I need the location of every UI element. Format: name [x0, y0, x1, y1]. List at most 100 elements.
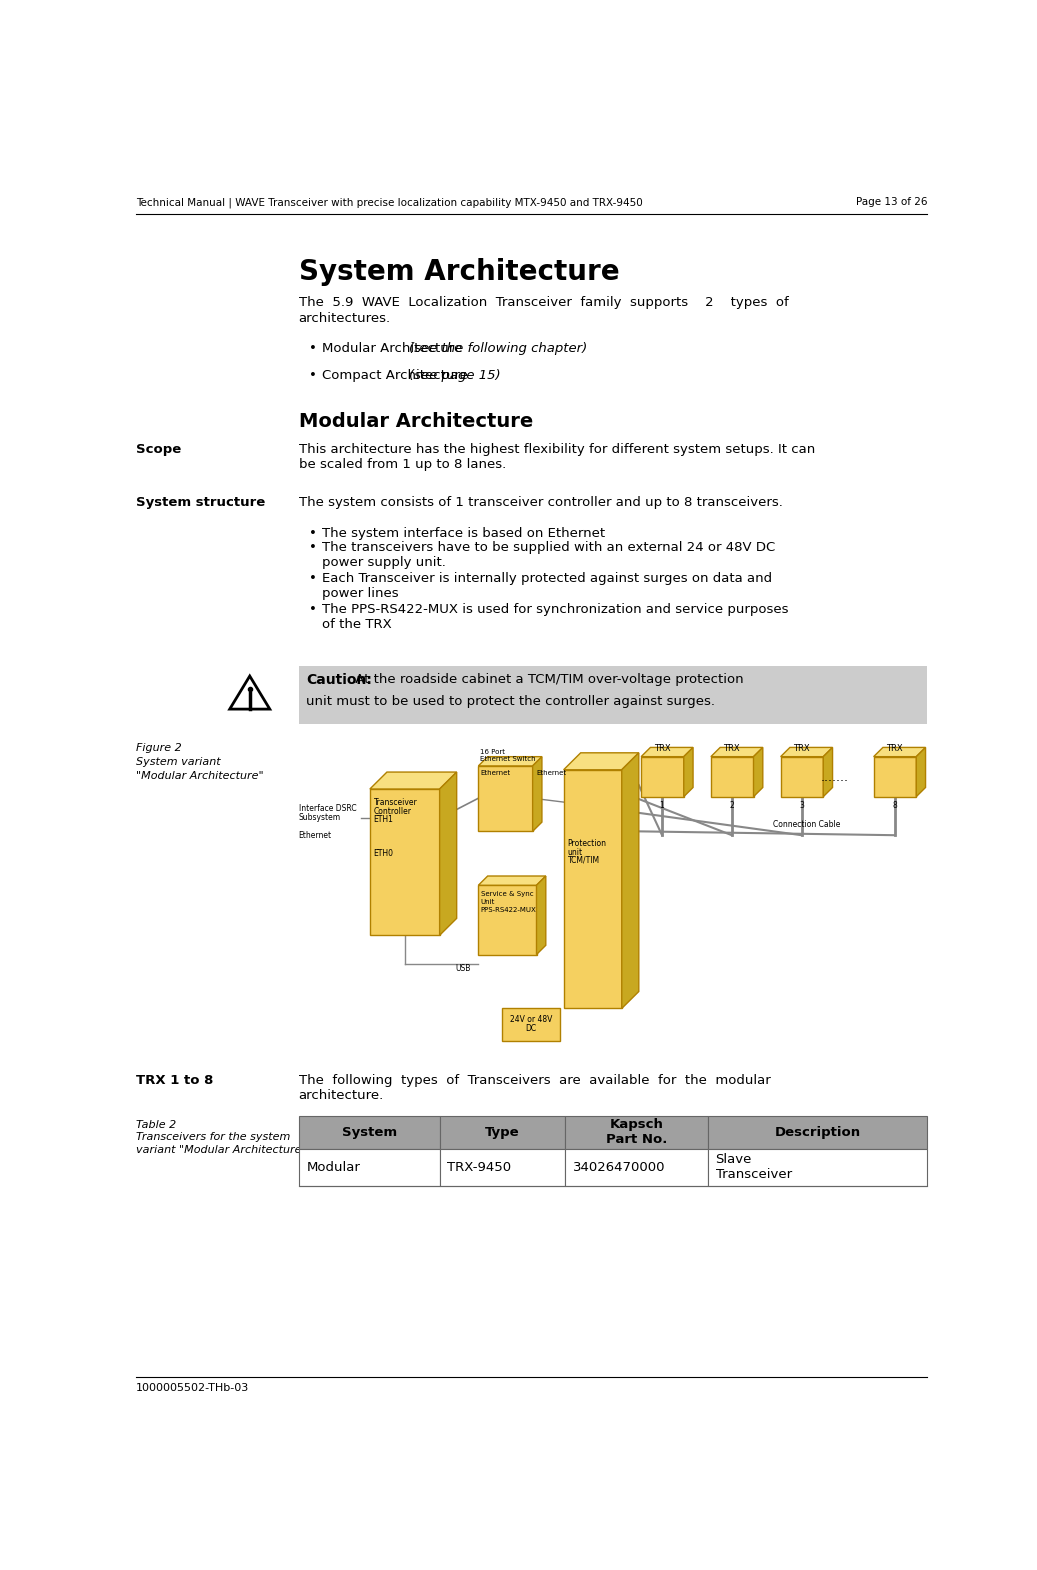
Text: 1: 1: [660, 801, 665, 810]
Text: ETH1: ETH1: [373, 815, 394, 824]
Polygon shape: [533, 757, 542, 832]
Text: •: •: [309, 603, 317, 615]
Text: TCM/TIM: TCM/TIM: [567, 856, 599, 865]
Polygon shape: [478, 876, 545, 885]
Text: TRX 1 to 8: TRX 1 to 8: [136, 1074, 214, 1086]
Text: unit must to be used to protect the controller against surges.: unit must to be used to protect the cont…: [306, 696, 716, 708]
FancyBboxPatch shape: [478, 766, 533, 832]
Text: Slave
Transceiver: Slave Transceiver: [716, 1152, 791, 1181]
Text: (see page 15): (see page 15): [409, 369, 500, 383]
Text: Type: Type: [485, 1126, 520, 1138]
Polygon shape: [230, 677, 270, 710]
Text: 2: 2: [729, 801, 734, 810]
Text: Modular Architecture: Modular Architecture: [321, 342, 467, 355]
Text: The  following  types  of  Transceivers  are  available  for  the  modular: The following types of Transceivers are …: [299, 1074, 770, 1086]
Text: TRX: TRX: [887, 744, 903, 754]
Text: Transceiver: Transceiver: [373, 798, 418, 807]
Text: •: •: [309, 528, 317, 540]
Text: DC: DC: [525, 1024, 536, 1033]
FancyBboxPatch shape: [565, 1149, 708, 1185]
Text: •: •: [309, 369, 317, 383]
FancyBboxPatch shape: [711, 757, 754, 796]
Text: This architecture has the highest flexibility for different system setups. It ca: This architecture has the highest flexib…: [299, 443, 815, 455]
FancyBboxPatch shape: [565, 1116, 708, 1149]
Text: variant "Modular Architecture": variant "Modular Architecture": [136, 1145, 307, 1156]
Text: Controller: Controller: [373, 807, 412, 816]
Text: Scope: Scope: [136, 443, 181, 455]
Polygon shape: [478, 757, 542, 766]
Text: Unit: Unit: [481, 900, 495, 906]
Text: TRX: TRX: [724, 744, 740, 754]
Text: 3: 3: [800, 801, 804, 810]
Text: 16 Port: 16 Port: [480, 749, 505, 755]
Text: 34026470000: 34026470000: [572, 1160, 666, 1173]
Text: The system consists of 1 transceiver controller and up to 8 transceivers.: The system consists of 1 transceiver con…: [299, 496, 783, 509]
Text: TRX-9450: TRX-9450: [447, 1160, 511, 1173]
FancyBboxPatch shape: [299, 1149, 440, 1185]
Text: Service & Sync: Service & Sync: [481, 892, 533, 898]
Text: Transceivers for the system: Transceivers for the system: [136, 1132, 290, 1143]
Text: •: •: [309, 342, 317, 355]
Text: Description: Description: [775, 1126, 861, 1138]
Text: Kapsch
Part No.: Kapsch Part No.: [606, 1118, 667, 1146]
Text: Subsystem: Subsystem: [299, 813, 341, 821]
Text: 24V or 48V: 24V or 48V: [509, 1014, 552, 1024]
Text: System structure: System structure: [136, 496, 265, 509]
Polygon shape: [440, 772, 456, 936]
FancyBboxPatch shape: [564, 769, 622, 1008]
Text: Each Transceiver is internally protected against surges on data and
power lines: Each Transceiver is internally protected…: [321, 571, 772, 600]
Text: TRX: TRX: [653, 744, 670, 754]
Polygon shape: [564, 752, 639, 769]
Polygon shape: [683, 747, 693, 796]
Text: ETH0: ETH0: [373, 849, 394, 859]
FancyBboxPatch shape: [708, 1116, 927, 1149]
Text: Table 2: Table 2: [136, 1119, 176, 1130]
FancyBboxPatch shape: [478, 885, 536, 955]
Text: Modular Architecture: Modular Architecture: [299, 411, 533, 430]
Text: Ethernet: Ethernet: [480, 769, 510, 776]
Text: .......: .......: [821, 771, 849, 783]
FancyBboxPatch shape: [708, 1149, 927, 1185]
FancyBboxPatch shape: [440, 1116, 565, 1149]
Text: System variant: System variant: [136, 757, 221, 766]
FancyBboxPatch shape: [641, 757, 683, 796]
Text: Page 13 of 26: Page 13 of 26: [856, 198, 927, 207]
Text: Compact Architecture: Compact Architecture: [321, 369, 472, 383]
Polygon shape: [536, 876, 545, 955]
Text: "Modular Architecture": "Modular Architecture": [136, 771, 263, 780]
Text: Technical Manual | WAVE Transceiver with precise localization capability MTX-945: Technical Manual | WAVE Transceiver with…: [136, 196, 643, 207]
Text: (see the following chapter): (see the following chapter): [409, 342, 587, 355]
Text: Interface DSRC: Interface DSRC: [299, 804, 356, 813]
Text: The PPS-RS422-MUX is used for synchronization and service purposes
of the TRX: The PPS-RS422-MUX is used for synchroniz…: [321, 603, 788, 631]
Text: architectures.: architectures.: [299, 311, 391, 325]
Text: The system interface is based on Ethernet: The system interface is based on Etherne…: [321, 528, 605, 540]
Text: •: •: [309, 571, 317, 586]
Polygon shape: [711, 747, 763, 757]
Text: 8: 8: [892, 801, 897, 810]
FancyBboxPatch shape: [440, 1149, 565, 1185]
FancyBboxPatch shape: [781, 757, 823, 796]
Text: Ethernet: Ethernet: [536, 769, 566, 776]
Text: Protection: Protection: [567, 838, 607, 848]
Text: Figure 2: Figure 2: [136, 743, 181, 752]
Text: System Architecture: System Architecture: [299, 257, 619, 286]
Text: System: System: [341, 1126, 397, 1138]
Text: At the roadside cabinet a TCM/TIM over-voltage protection: At the roadside cabinet a TCM/TIM over-v…: [352, 674, 744, 686]
Text: The transceivers have to be supplied with an external 24 or 48V DC
power supply : The transceivers have to be supplied wit…: [321, 542, 775, 568]
FancyBboxPatch shape: [299, 666, 927, 724]
Polygon shape: [370, 772, 456, 790]
FancyBboxPatch shape: [370, 790, 440, 936]
Text: Connection Cable: Connection Cable: [773, 820, 840, 829]
Text: PPS-RS422-MUX: PPS-RS422-MUX: [481, 907, 536, 912]
Polygon shape: [823, 747, 833, 796]
Text: Ethernet: Ethernet: [299, 832, 332, 840]
Polygon shape: [622, 752, 639, 1008]
Polygon shape: [781, 747, 833, 757]
Text: Caution:: Caution:: [306, 674, 372, 688]
Text: USB: USB: [455, 964, 471, 973]
FancyBboxPatch shape: [873, 757, 917, 796]
Polygon shape: [641, 747, 693, 757]
Text: Modular: Modular: [306, 1160, 360, 1173]
Text: TRX: TRX: [793, 744, 810, 754]
Text: architecture.: architecture.: [299, 1090, 384, 1102]
